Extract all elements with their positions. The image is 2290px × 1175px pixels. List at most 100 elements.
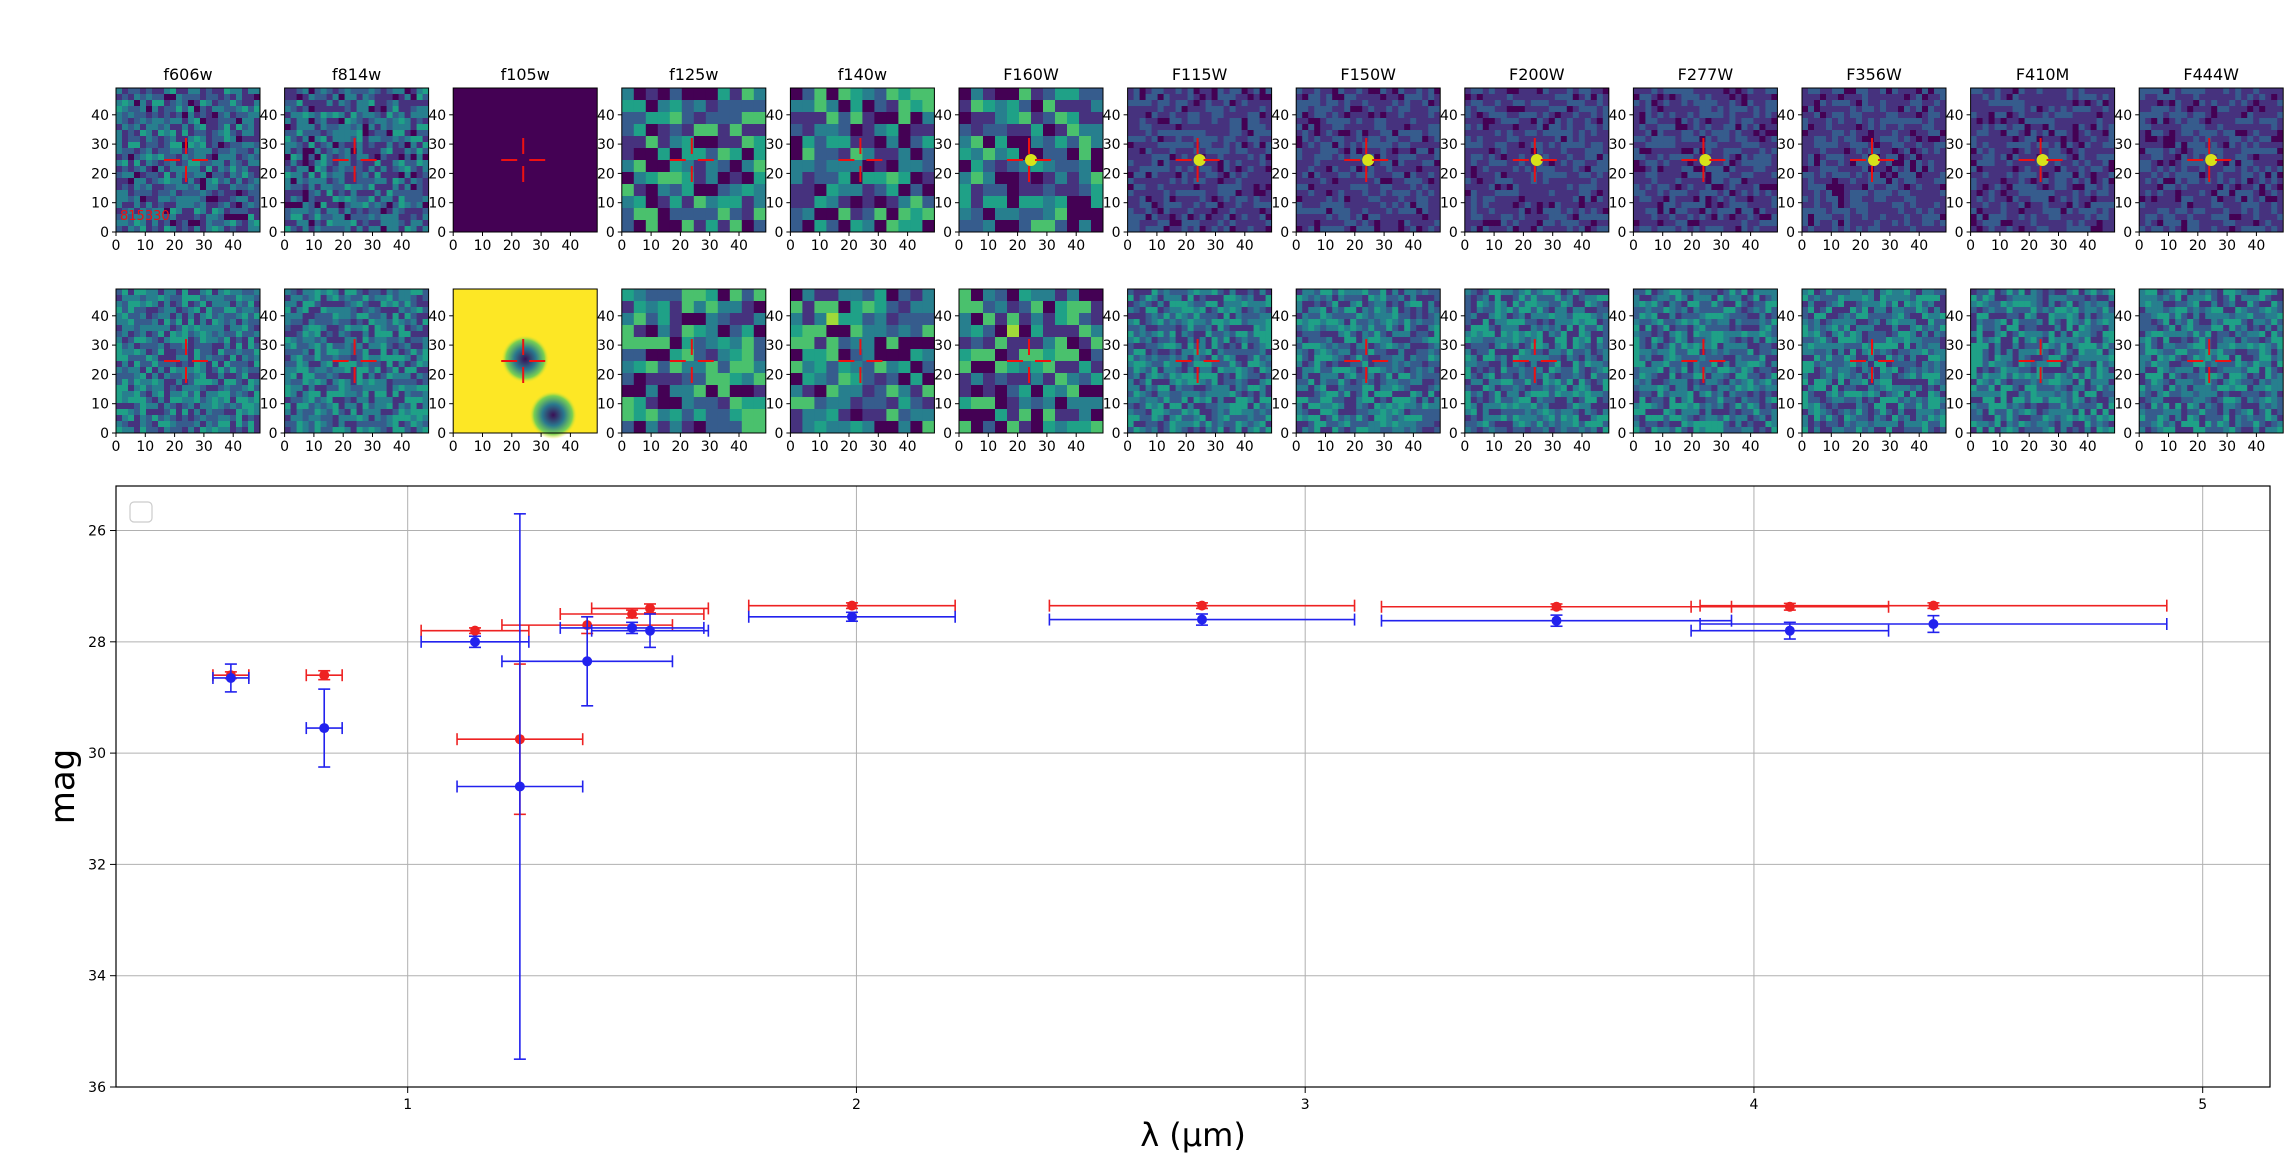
stamp-pixel	[838, 148, 851, 161]
stamp-pixel	[826, 136, 839, 149]
stamp-pixel	[1241, 160, 1248, 167]
stamp-pixel	[296, 220, 303, 227]
stamp-pixel	[284, 337, 291, 344]
stamp-pixel	[410, 196, 417, 203]
stamp-pixel	[681, 100, 695, 113]
x-tick-label: 20	[334, 439, 352, 455]
stamp-pixel	[1205, 184, 1212, 191]
stamp-pixel	[1205, 319, 1212, 326]
stamp-pixel	[200, 331, 207, 338]
stamp-pixel	[1145, 208, 1152, 215]
stamp-pixel	[1211, 325, 1218, 332]
stamp-pixel	[152, 184, 159, 191]
stamp-pixel	[1223, 142, 1230, 149]
stamp-pixel	[326, 148, 333, 155]
stamp-pixel	[1163, 136, 1170, 143]
stamp-pixel	[753, 196, 767, 209]
stamp-pixel	[1193, 202, 1200, 209]
stamp-pixel	[122, 106, 129, 113]
stamp-pixel	[1247, 421, 1254, 428]
stamp-pixel	[1151, 196, 1158, 203]
stamp-pixel	[1356, 136, 1363, 143]
stamp-pixel	[206, 313, 213, 320]
stamp-pixel	[134, 106, 141, 113]
stamp-pixel	[1067, 100, 1080, 113]
stamp-pixel	[392, 226, 399, 233]
stamp-pixel	[1145, 202, 1152, 209]
stamp-pixel	[1163, 184, 1170, 191]
stamp-pixel	[350, 289, 357, 296]
stamp-pixel	[1169, 397, 1176, 404]
stamp-pixel	[633, 112, 647, 125]
stamp-pixel	[1362, 202, 1369, 209]
stamp-pixel	[1205, 226, 1212, 233]
stamp-pixel	[368, 226, 375, 233]
stamp-pixel	[188, 124, 195, 131]
stamp-pixel	[158, 136, 165, 143]
stamp-pixel	[116, 106, 123, 113]
stamp-pixel	[122, 397, 129, 404]
stamp-pixel	[224, 403, 231, 410]
stamp-pixel	[1019, 385, 1032, 398]
stamp-pixel	[1296, 118, 1303, 125]
stamp-pixel	[1151, 355, 1158, 362]
stamp-pixel	[338, 409, 345, 416]
stamp-pixel	[170, 88, 177, 95]
stamp-pixel	[645, 184, 659, 197]
stamp-pixel	[398, 403, 405, 410]
stamp-pixel	[296, 136, 303, 143]
stamp-pixel	[314, 361, 321, 368]
stamp-pixel	[242, 184, 249, 191]
stamp-pixel	[971, 337, 984, 350]
stamp-pixel	[1314, 226, 1321, 233]
stamp-pixel	[1175, 196, 1182, 203]
stamp-pixel	[1169, 154, 1176, 161]
stamp-pixel	[380, 106, 387, 113]
stamp-pixel	[971, 220, 984, 233]
stamp-pixel	[122, 202, 129, 209]
stamp-pixel	[1253, 343, 1260, 350]
stamp-pixel	[717, 100, 731, 113]
stamp-pixel	[1223, 397, 1230, 404]
stamp-pixel	[898, 160, 911, 173]
stamp-pixel	[753, 385, 767, 398]
stamp-pixel	[416, 427, 423, 434]
stamp-pixel	[1181, 112, 1188, 119]
stamp-pixel	[302, 166, 309, 173]
stamp-pixel	[212, 166, 219, 173]
stamp-pixel	[1362, 130, 1369, 137]
stamp-pixel	[1241, 421, 1248, 428]
stamp-pixel	[983, 112, 996, 125]
stamp-pixel	[1091, 337, 1104, 350]
stamp-pixel	[320, 118, 327, 125]
stamp-pixel	[1175, 379, 1182, 386]
stamp-pixel	[416, 178, 423, 185]
stamp-pixel	[284, 136, 291, 143]
stamp-pixel	[170, 124, 177, 131]
stamp-pixel	[134, 397, 141, 404]
stamp-pixel	[146, 349, 153, 356]
stamp-pixel	[164, 136, 171, 143]
stamp-pixel	[1211, 367, 1218, 374]
stamp-pixel	[1241, 142, 1248, 149]
stamp-pixel	[212, 142, 219, 149]
stamp-pixel	[1247, 226, 1254, 233]
stamp-pixel	[1259, 337, 1266, 344]
stamp-pixel	[290, 421, 297, 428]
stamp-pixel	[182, 403, 189, 410]
stamp-pixel	[320, 349, 327, 356]
stamp-pixel	[236, 166, 243, 173]
stamp-pixel	[681, 301, 695, 314]
stamp-pixel	[1187, 136, 1194, 143]
stamp-pixel	[1247, 397, 1254, 404]
stamp-pixel	[176, 148, 183, 155]
stamp-pixel	[302, 202, 309, 209]
stamp-pixel	[122, 325, 129, 332]
stamp-pixel	[122, 184, 129, 191]
stamp-pixel	[1308, 196, 1315, 203]
stamp-pixel	[1223, 106, 1230, 113]
stamp-pixel	[224, 373, 231, 380]
stamp-pixel	[1133, 100, 1140, 107]
stamp-pixel	[850, 421, 863, 434]
stamp-pixel	[1181, 421, 1188, 428]
